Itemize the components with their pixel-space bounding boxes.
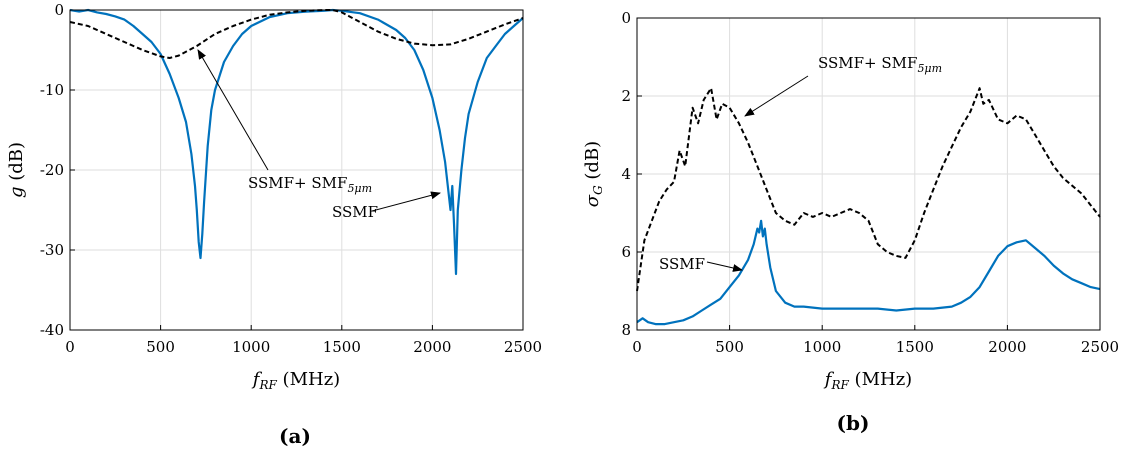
y-tick-label: 2 <box>621 87 631 105</box>
panel-label-a: (a) <box>279 424 311 448</box>
y-tick-label: -20 <box>40 161 64 179</box>
x-tick-label: 2500 <box>504 338 542 356</box>
annotation-arrow <box>706 261 743 272</box>
y-tick-label: 8 <box>621 321 631 339</box>
annotation-arrow <box>197 49 269 171</box>
annotation-ssmf: SSMF <box>332 203 378 221</box>
x-tick-label: 1000 <box>803 338 841 356</box>
x-tick-label: 2500 <box>1081 338 1119 356</box>
annotation-arrow <box>744 75 809 117</box>
x-tick-label: 0 <box>632 338 642 356</box>
x-axis-label: fRF (MHz) <box>823 369 912 392</box>
x-tick-label: 500 <box>146 338 175 356</box>
series-ssmf-smf5um-line <box>636 87 1101 292</box>
y-tick-label: -40 <box>40 321 64 339</box>
x-tick-label: 1000 <box>232 338 270 356</box>
y-tick-label: 0 <box>621 9 631 27</box>
x-axis-label: fRF (MHz) <box>251 369 340 392</box>
x-tick-label: 2000 <box>413 338 451 356</box>
y-tick-label: -30 <box>40 241 64 259</box>
x-tick-label: 2000 <box>988 338 1026 356</box>
x-tick-label: 0 <box>65 338 75 356</box>
y-tick-label: 6 <box>621 243 631 261</box>
panel-label-b: (b) <box>837 411 870 435</box>
series-ssmf-line <box>69 8 524 276</box>
x-tick-label: 1500 <box>896 338 934 356</box>
x-tick-label: 500 <box>715 338 744 356</box>
annotation-arrow <box>371 191 441 212</box>
x-tick-label: 1500 <box>323 338 361 356</box>
y-tick-label: 4 <box>621 165 631 183</box>
annotation-ssmf: SSMF <box>659 255 705 273</box>
chart-panel-b: 0 500 1000 1500 2000 2500 0 2 4 6 8 fRF (MHz) σG (dB… <box>582 9 1119 435</box>
annotation-ssmf-smf5um: SSMF+ SMF5μm <box>818 54 942 75</box>
chart-panel-a: 0 500 1000 1500 2000 2500 0 -10 -20 -30 -40 fRF (MH… <box>6 1 542 448</box>
annotation-ssmf-smf5um: SSMF+ SMF5μm <box>248 174 372 195</box>
y-axis-label: σG (dB) <box>582 141 605 207</box>
series-ssmf-smf5um-line <box>69 9 524 59</box>
y-axis-label: g (dB) <box>6 142 27 198</box>
series-ssmf-line <box>636 219 1101 326</box>
y-tick-label: 0 <box>54 1 64 19</box>
y-tick-label: -10 <box>40 81 64 99</box>
